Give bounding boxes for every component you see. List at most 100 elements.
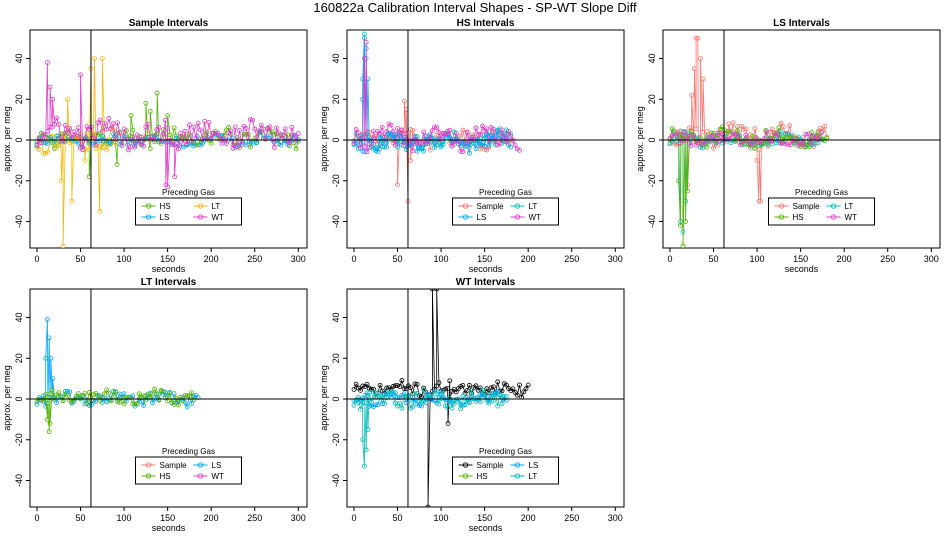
panel-title: LT Intervals [141,277,197,288]
data-point [117,130,123,136]
data-point [145,122,151,127]
data-point [425,393,431,399]
data-point [490,384,496,390]
y-tick-label: -40 [331,215,341,228]
data-point [377,393,383,399]
legend-swatch-marker [197,473,204,479]
data-point [353,127,359,132]
data-point [469,136,474,142]
x-tick-label: 300 [291,513,306,523]
y-axis-label: approx. per meg [319,365,329,431]
data-point [47,124,53,130]
data-point [93,399,99,405]
data-point [517,382,522,388]
legend-label: LT [212,202,221,211]
data-point [62,122,68,128]
data-point [769,138,775,144]
data-point [717,138,723,144]
data-point [363,39,369,45]
data-point [75,391,81,397]
data-point [743,126,749,132]
data-point [756,198,762,204]
data-point [210,131,216,137]
legend-swatch-marker [514,214,521,220]
y-tick-label: -40 [647,215,657,228]
data-point [460,393,466,399]
data-point [819,130,824,135]
data-point [414,381,420,387]
x-tick-label: 300 [608,513,623,523]
data-point [497,392,503,397]
data-point [395,395,400,400]
data-point [243,126,249,131]
data-point [482,143,488,149]
data-point [112,140,118,146]
data-point [399,127,405,133]
legend-label: WT [212,213,225,222]
y-axis-label: approx. per meg [635,106,645,172]
data-point [438,136,444,142]
x-axis-label: seconds [785,264,819,274]
data-point [355,146,361,151]
y-axis-label: approx. per meg [319,106,329,172]
legend-swatch-marker [514,473,521,479]
x-tick-label: 150 [793,254,808,264]
data-point [460,149,466,155]
data-point [56,390,62,396]
data-point [458,406,464,412]
legend-title: Preceding Gas [162,447,215,456]
data-point [45,416,50,422]
data-point [256,128,262,134]
data-point [245,134,251,140]
data-point [147,109,153,114]
data-point [689,92,695,98]
data-point [130,134,136,140]
data-point [438,393,444,398]
data-point [408,385,413,391]
data-point [462,402,468,408]
x-tick-label: 200 [204,513,219,523]
data-point [395,383,400,388]
data-point [395,126,400,131]
data-point [517,147,522,153]
data-point [700,129,706,135]
data-point [56,122,62,127]
data-point [709,133,715,139]
y-tick-label: 20 [14,353,24,363]
data-point [408,157,413,163]
data-point [154,131,160,137]
data-point [121,401,127,407]
x-axis-label: seconds [152,523,186,533]
panel-2: HS Intervals 0 50 100 150 200 250 300 -40 -20 0 20 4… [319,18,625,274]
data-point [809,130,814,135]
data-point [47,421,53,426]
data-point [176,146,181,152]
data-point [730,131,736,137]
legend-label: LS [529,461,539,470]
data-point [482,146,488,152]
data-point [224,141,229,146]
data-point [436,401,442,407]
data-point [769,126,775,132]
data-point [421,129,427,135]
legend-label: WT [845,213,858,222]
data-point [104,399,110,405]
data-point [432,124,437,130]
data-point [806,131,811,137]
data-point [160,389,166,394]
data-point [735,128,740,134]
x-tick-label: 100 [750,254,765,264]
data-point [271,144,277,150]
data-point [695,35,701,41]
data-point [436,380,442,386]
legend-box [135,197,242,226]
data-point [208,140,214,146]
data-point [49,387,55,393]
data-point [445,386,451,391]
data-point [726,121,732,127]
data-point [438,142,444,148]
data-point [670,132,675,138]
data-point [274,125,279,131]
data-point [384,395,390,401]
data-point [45,317,50,322]
